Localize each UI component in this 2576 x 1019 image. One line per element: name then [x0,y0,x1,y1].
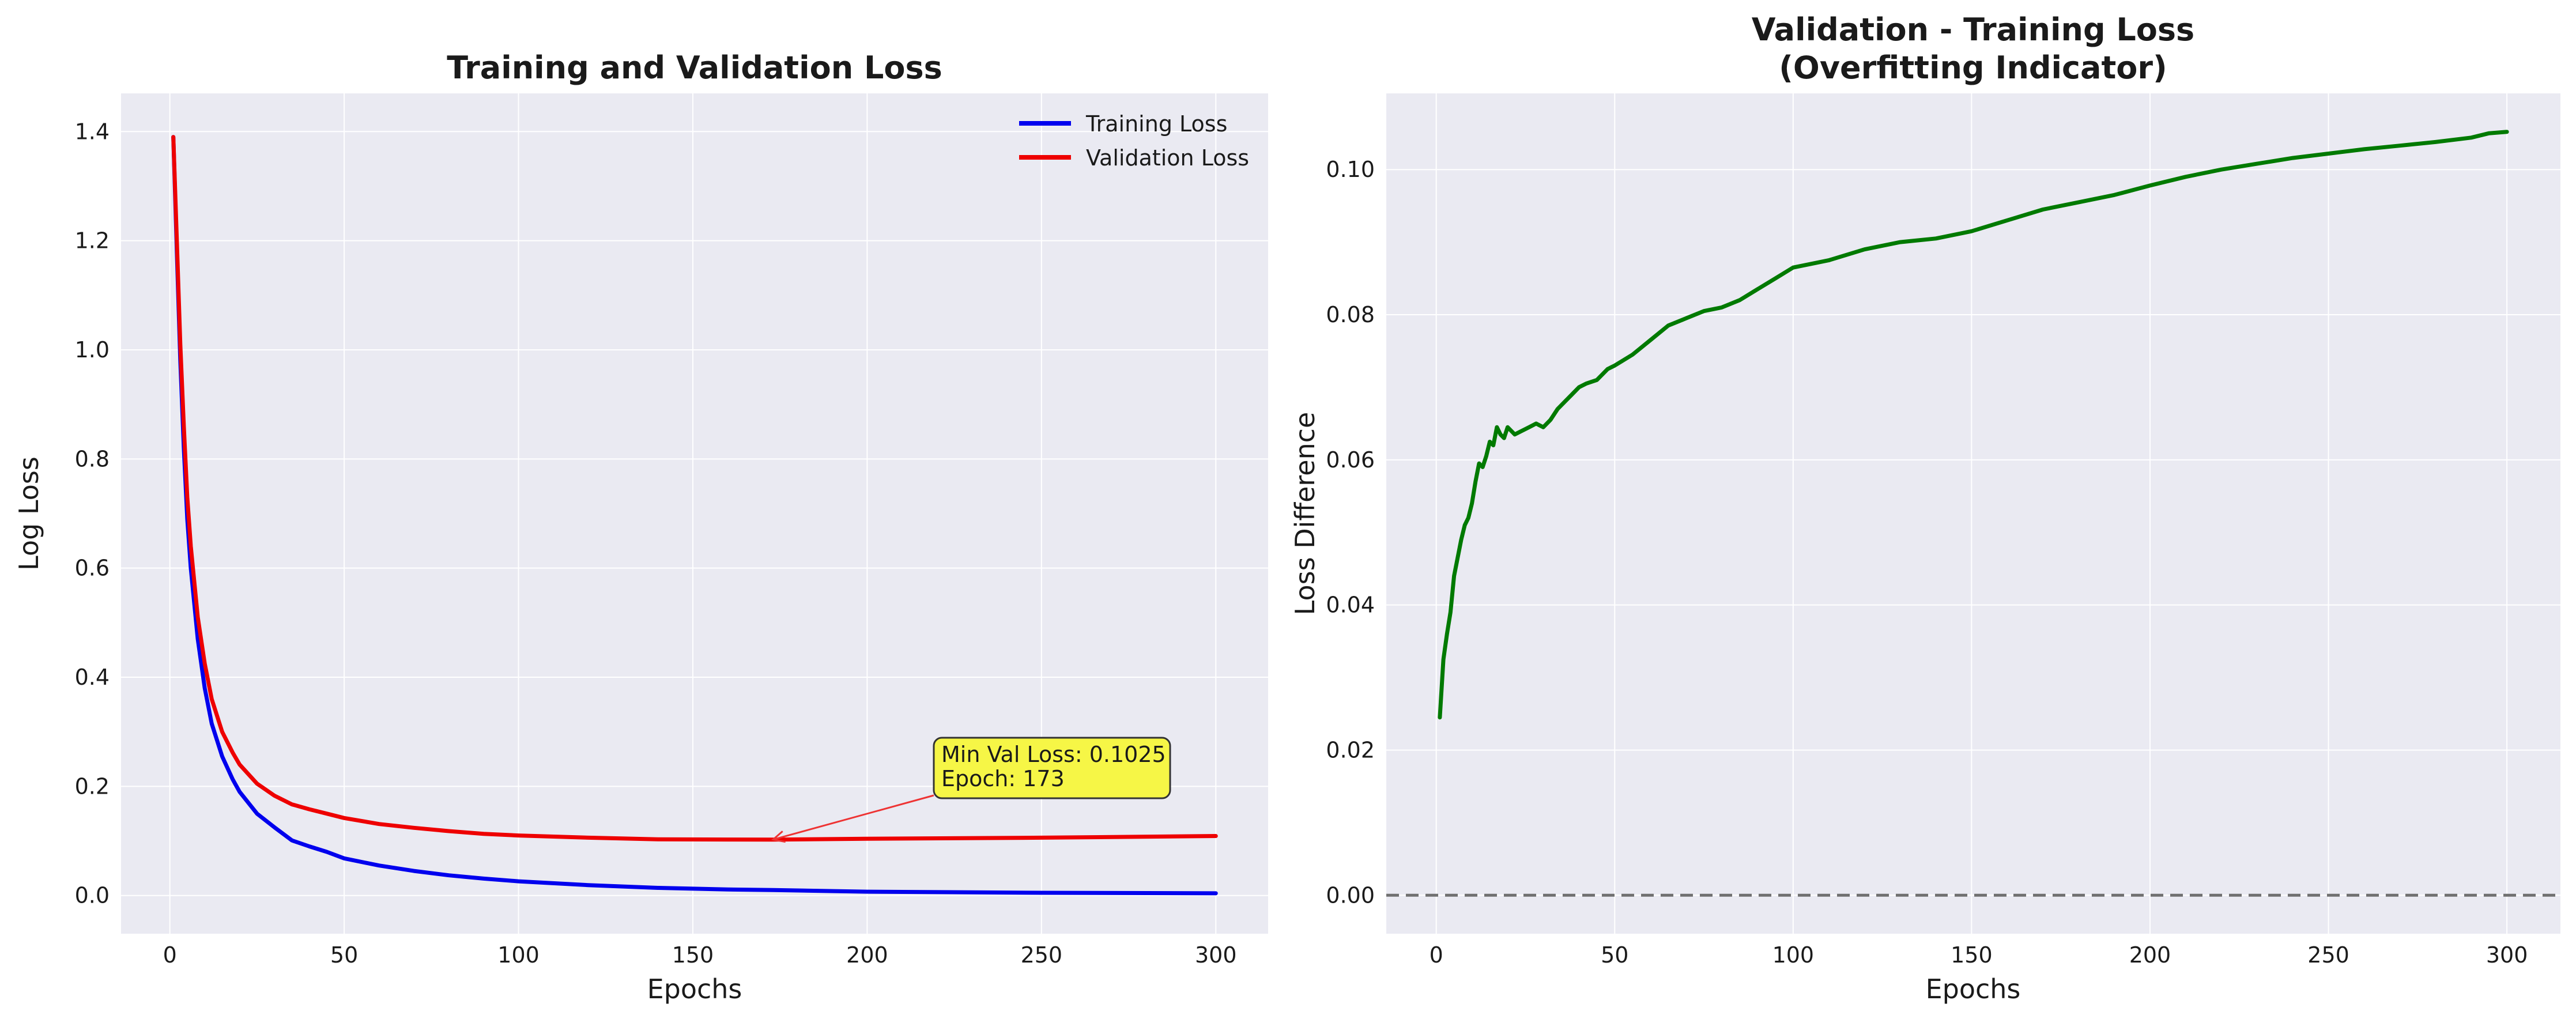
x-tick-label: 250 [1021,942,1063,968]
annotation-box [933,737,1171,799]
y-tick-label: 0.06 [1326,447,1375,473]
y-tick-label: 0.02 [1326,737,1375,763]
y-tick-label: 0.04 [1326,592,1375,618]
x-tick-label: 200 [846,942,888,968]
grid-right [1386,93,2560,934]
y-tick-label: 0.10 [1326,157,1375,182]
y-tick-label: 0.2 [75,773,110,799]
legend-label-training: Training Loss [1085,111,1227,137]
y-axis-label-left: Log Loss [13,456,44,571]
min-val-annotation: Min Val Loss: 0.1025 Epoch: 173 [771,737,1171,843]
annotation-text-line-2: Epoch: 173 [941,766,1065,791]
y-tick-label: 0.8 [75,446,110,471]
plot-area-left [121,93,1268,934]
y-tick-label: 0.08 [1326,302,1375,327]
x-tick-label: 250 [2307,942,2349,968]
legend-label-validation: Validation Loss [1086,145,1249,171]
x-tick-label: 50 [330,942,358,968]
y-tick-label: 0.0 [75,883,110,908]
chart-left: 0 50 100 150 200 250 300 0.0 0.2 0.4 0.6 0.8 1.0 1.2… [13,50,1268,1005]
series-line-difference [1438,130,2509,720]
y-ticks-right: 0.00 0.02 0.04 0.06 0.08 0.10 [1326,157,1375,908]
annotation-text-line-1: Min Val Loss: 0.1025 [941,742,1166,767]
y-tick-label: 0.4 [75,665,110,690]
chart-title-right-line-1: Validation - Training Loss [1752,12,2194,48]
legend-left: Training Loss Validation Loss [1019,111,1249,171]
y-tick-label: 0.6 [75,556,110,581]
x-ticks-right: 0 50 100 150 200 250 300 [1430,942,2528,968]
series-group-right [1386,130,2560,897]
x-tick-label: 0 [1430,942,1443,968]
series-group-left [171,135,1218,896]
y-tick-label: 1.2 [75,228,110,254]
x-tick-label: 0 [163,942,177,968]
x-ticks-left: 0 50 100 150 200 250 300 [163,942,1237,968]
y-axis-label-right: Loss Difference [1289,412,1321,616]
x-tick-label: 300 [2486,942,2528,968]
chart-right: 0 50 100 150 200 250 300 0.000.020.040.060.080… [1289,12,2560,1005]
x-tick-label: 150 [1951,942,1993,968]
annotation-arrow [772,794,934,841]
x-axis-label-right: Epochs [1926,973,2021,1005]
chart-title-right-line-2: (Overfitting Indicator) [1779,50,2167,86]
x-tick-label: 100 [1772,942,1815,968]
x-tick-label: 200 [2129,942,2171,968]
series-line-validation-loss [171,135,1218,842]
x-tick-label: 300 [1195,942,1237,968]
x-tick-label: 150 [672,942,714,968]
x-tick-label: 100 [497,942,540,968]
x-tick-label: 50 [1601,942,1628,968]
chart-title-left: Training and Validation Loss [447,50,942,86]
y-ticks-left: 0.0 0.2 0.4 0.6 0.8 1.0 1.2 1.4 [75,119,110,908]
grid-left [121,93,1268,934]
y-tick-label: 1.4 [75,119,110,144]
y-tick-label: 0.00 [1326,882,1375,908]
y-tick-label: 1.0 [75,337,110,363]
plot-area-right [1386,93,2560,934]
annotation-arrow-head [771,831,786,843]
x-axis-label-left: Epochs [647,973,742,1005]
